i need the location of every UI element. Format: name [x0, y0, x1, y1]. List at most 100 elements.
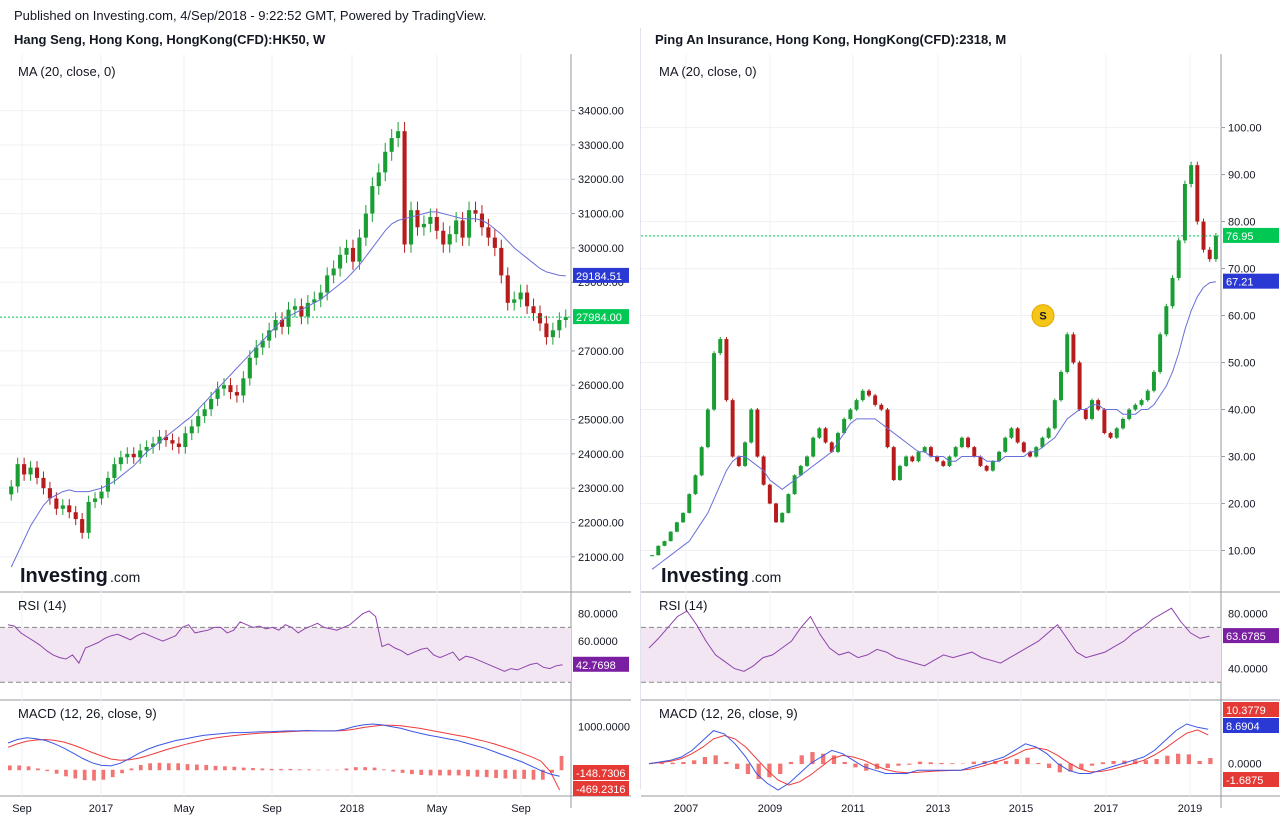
candle — [428, 217, 433, 224]
chart-panel-ping-an[interactable]: Ping An Insurance, Hong Kong, HongKong(C… — [641, 30, 1280, 815]
candle — [363, 213, 368, 238]
price-tick-label: 32000.00 — [578, 174, 624, 186]
candle — [466, 210, 472, 238]
candle — [953, 447, 958, 457]
candle — [879, 404, 884, 410]
candle — [550, 330, 555, 338]
candle — [402, 131, 407, 245]
macd-histogram-bar — [410, 769, 414, 775]
candle — [138, 450, 143, 458]
candle — [674, 522, 679, 532]
rsi-value-badge: 42.7698 — [576, 660, 616, 672]
macd-histogram-bar — [36, 768, 40, 771]
candle — [848, 409, 853, 419]
price-tick-label: 31000.00 — [578, 209, 624, 221]
candle — [984, 465, 989, 471]
macd-histogram-bar — [157, 762, 162, 771]
price-tick-label: 80.00 — [1228, 217, 1256, 229]
chart-title: Ping An Insurance, Hong Kong, HongKong(C… — [655, 32, 1007, 47]
candle — [441, 230, 446, 245]
histogram-value-badge: -1.6875 — [1226, 775, 1263, 787]
macd-histogram-bar — [702, 757, 708, 765]
candle — [823, 428, 828, 443]
candle — [189, 426, 194, 434]
candle — [454, 220, 459, 235]
macd-histogram-bar — [195, 764, 199, 771]
macd-histogram-bar — [82, 769, 87, 781]
candle — [1052, 400, 1057, 429]
macd-histogram-bar — [17, 765, 22, 771]
candle — [1046, 428, 1051, 438]
candle — [312, 299, 317, 303]
hang-seng-chart-svg[interactable]: 34000.00 33000.00 32000.00 31000.00 30000.00… — [0, 54, 640, 819]
candle — [99, 491, 104, 499]
price-tick-label: 34000.00 — [578, 106, 624, 118]
signal-value-badge: -469.2316 — [576, 784, 626, 796]
macd-histogram-bar — [260, 768, 265, 771]
time-tick-label: 2017 — [89, 803, 113, 815]
macd-histogram-bar — [92, 769, 96, 781]
candle — [157, 436, 162, 444]
candle — [736, 456, 741, 466]
macd-histogram-bar — [853, 763, 858, 768]
time-tick-label: 2015 — [1009, 803, 1033, 815]
candle — [299, 306, 304, 317]
candle — [897, 465, 902, 481]
candle — [780, 512, 785, 523]
ping-an-chart-svg[interactable]: 100.00 90.00 80.00 70.00 60.00 50.00 40.00 30.0… — [641, 54, 1280, 819]
split-marker-label: S — [1039, 311, 1046, 323]
macd-histogram-bar — [503, 769, 508, 779]
macd-histogram-bar — [391, 769, 396, 772]
candle — [408, 210, 414, 245]
macd-histogram-bar — [484, 769, 489, 778]
candle — [978, 456, 983, 466]
chart-panel-hang-seng[interactable]: Hang Seng, Hong Kong, HongKong(CFD):HK50… — [0, 30, 640, 815]
candle — [499, 247, 504, 276]
candle — [1108, 433, 1113, 438]
macd-histogram-bar — [842, 761, 847, 765]
candle — [1139, 400, 1144, 405]
price-tick-label: 10.00 — [1228, 546, 1256, 558]
rsi-indicator-label: RSI (14) — [18, 598, 66, 613]
macd-histogram-bar — [45, 769, 50, 772]
macd-histogram-bar — [363, 767, 368, 771]
candle — [267, 330, 272, 341]
time-tick-label: Sep — [511, 803, 531, 815]
macd-histogram-bar — [288, 768, 293, 771]
macd-histogram-bar — [297, 769, 302, 771]
candle — [829, 442, 834, 452]
candle — [1003, 437, 1008, 452]
candle — [1021, 442, 1026, 452]
macd-line — [648, 723, 1209, 791]
macd-histogram-bar — [735, 763, 740, 770]
macd-histogram-bar — [269, 768, 274, 771]
candle — [34, 467, 40, 478]
candle — [41, 477, 46, 489]
macd-histogram-bar — [778, 763, 783, 774]
candle — [460, 220, 465, 238]
candle — [60, 505, 65, 509]
rsi-line — [7, 610, 563, 672]
investing-logo: Investing — [20, 565, 108, 587]
candle — [928, 447, 933, 457]
candle — [1176, 240, 1181, 278]
candle — [415, 210, 420, 228]
candle — [525, 292, 530, 307]
ma-line — [10, 211, 566, 568]
candle — [668, 531, 673, 542]
macd-histogram-bar — [1100, 762, 1105, 765]
macd-histogram-bar — [428, 769, 433, 776]
macd-histogram-bar — [1175, 753, 1181, 765]
candle — [811, 437, 816, 457]
rsi-value-badge: 63.6785 — [1226, 631, 1266, 643]
price-tick-label: 22000.00 — [578, 518, 624, 530]
price-tick-label: 70.00 — [1228, 264, 1256, 276]
price-tick-label: 30000.00 — [578, 243, 624, 255]
candle — [338, 254, 343, 269]
candle — [1114, 428, 1119, 438]
macd-histogram-bar — [204, 765, 209, 771]
macd-histogram-bar — [799, 755, 804, 765]
ma-value-badge: 67.21 — [1226, 277, 1254, 289]
macd-histogram-bar — [438, 769, 442, 776]
macd-histogram-bar — [756, 763, 761, 779]
